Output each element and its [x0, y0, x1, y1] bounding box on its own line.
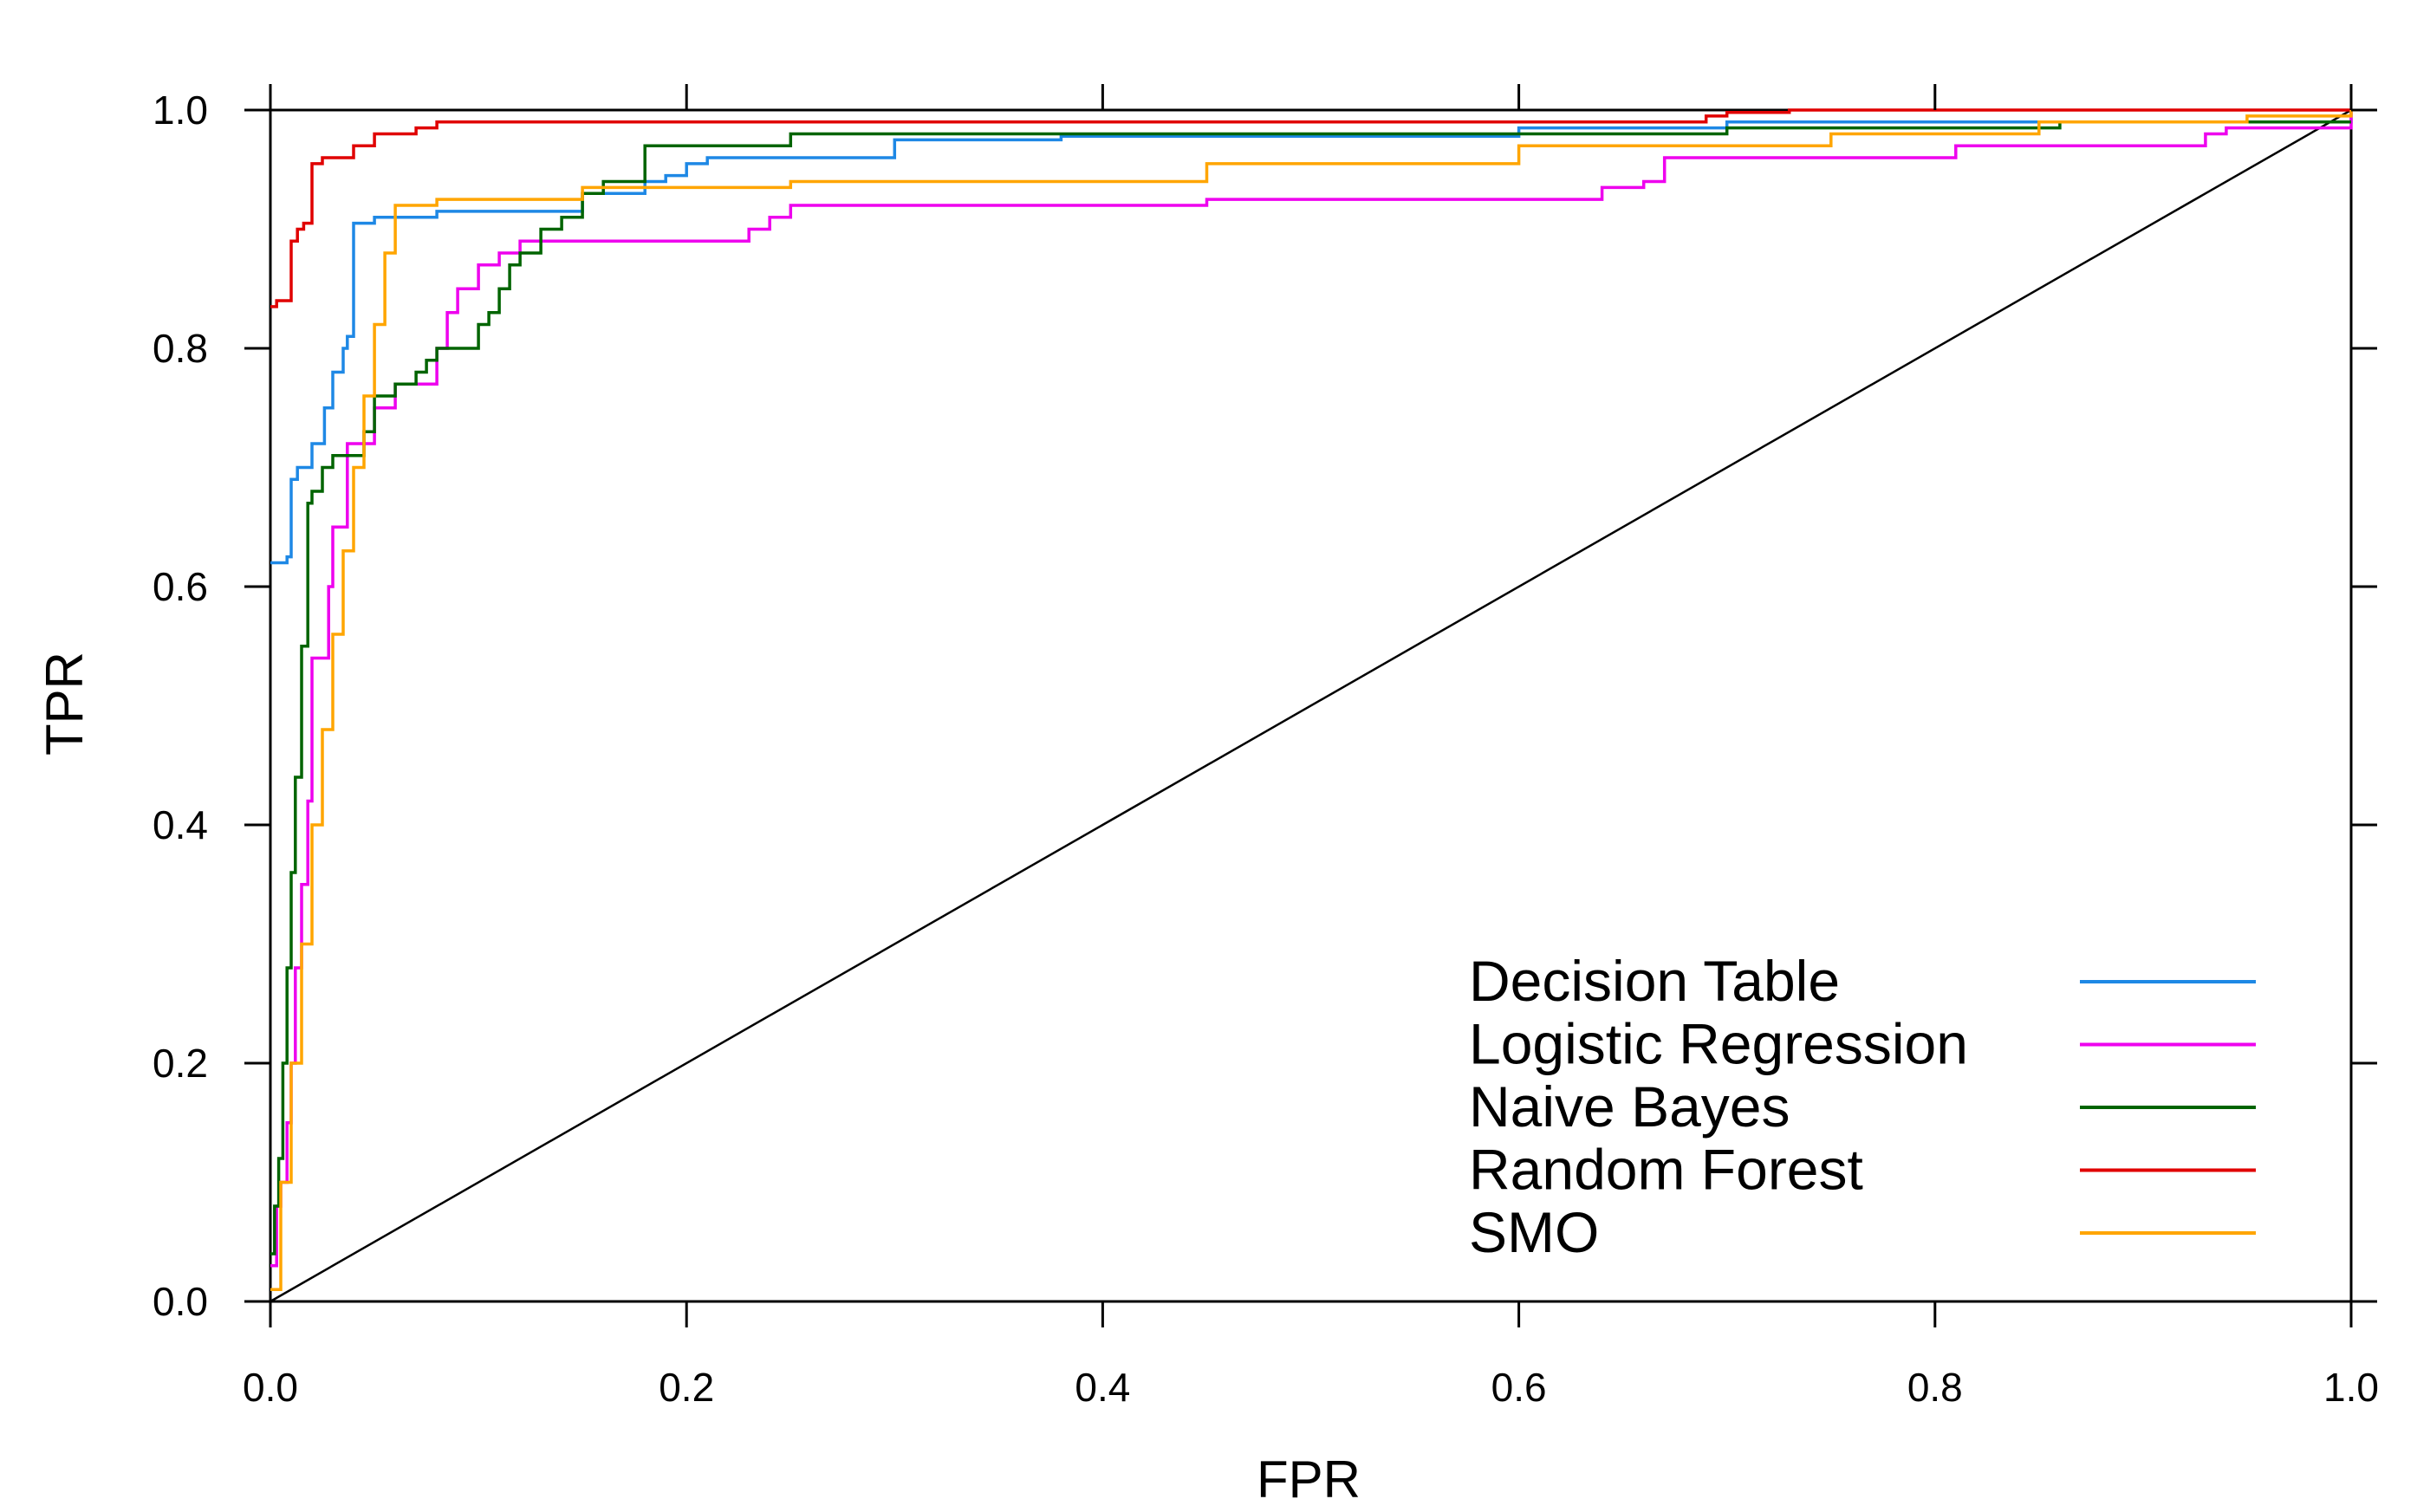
series-line-random-forest [270, 108, 2351, 308]
reference-layer [270, 108, 2352, 1303]
y-tick-label: 0.4 [153, 802, 208, 847]
x-tick-label: 1.0 [2323, 1365, 2379, 1410]
legend-label: Naive Bayes [1469, 1074, 1790, 1139]
series-line-smo [270, 110, 2353, 1292]
axes-layer: 0.0 0.2 0.4 0.6 0.8 1.0 0.0 0.2 0.4 0.6 0.8 1.0 [153, 84, 2379, 1410]
legend-label: Random Forest [1469, 1138, 1863, 1202]
x-tick-label: 0.8 [1907, 1365, 1963, 1410]
plot-frame [269, 108, 2353, 1303]
legend-label: Logistic Regression [1469, 1012, 1968, 1076]
y-tick-label: 0.0 [153, 1279, 208, 1324]
x-tick-label: 0.0 [243, 1365, 298, 1410]
legend-label: SMO [1469, 1200, 1599, 1264]
y-tick-label: 0.6 [153, 564, 208, 609]
series-line-decision-table [270, 110, 2353, 565]
x-tick-label: 0.4 [1075, 1365, 1130, 1410]
reference-diagonal-line [270, 108, 2352, 1303]
series-layer [270, 108, 2353, 1292]
x-tick-label: 0.2 [659, 1365, 714, 1410]
plot-area [269, 108, 2353, 1303]
y-tick-label: 1.0 [153, 88, 208, 133]
legend-label: Decision Table [1469, 949, 1840, 1013]
y-tick-label: 0.2 [153, 1041, 208, 1086]
x-axis-title: FPR [1257, 1450, 1361, 1509]
x-tick-label: 0.6 [1491, 1365, 1547, 1410]
y-tick-label: 0.8 [153, 326, 208, 371]
series-line-naive-bayes [270, 120, 2351, 1256]
y-axis-title: TPR [36, 652, 94, 756]
